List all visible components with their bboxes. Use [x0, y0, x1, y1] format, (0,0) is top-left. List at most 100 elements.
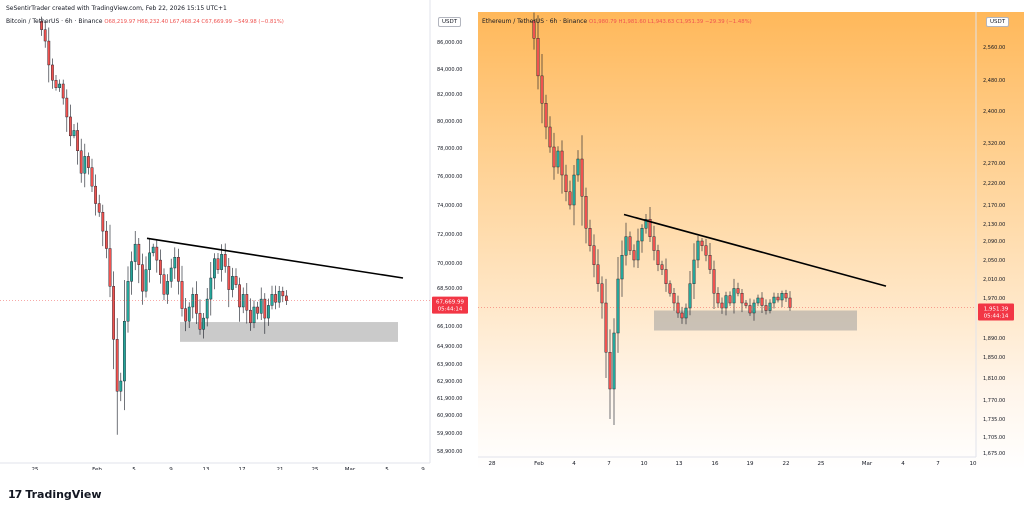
candle-body	[656, 250, 660, 265]
btc-chart-svg[interactable]: 86,000.00 84,000.00 82,000.00 80,000.00 78,0…	[0, 0, 478, 473]
candle-body	[764, 305, 768, 311]
candle-body	[588, 228, 592, 246]
candle-body	[652, 236, 656, 251]
candle-body	[90, 167, 94, 187]
candle-body	[43, 29, 47, 42]
price-tick-label: 86,000.00	[437, 40, 462, 46]
eth-chart-svg[interactable]: 2,560.00 2,480.00 2,400.00 2,320.00 2,270.00…	[478, 12, 1024, 470]
candle-body	[668, 283, 672, 294]
tradingview-brand[interactable]: 17 TradingView	[8, 488, 102, 501]
candle-body	[61, 83, 65, 99]
price-tick-label: 58,900.00	[437, 449, 462, 455]
price-tick-label: 2,270.00	[983, 161, 1005, 167]
candle-body	[660, 264, 664, 270]
candle-body	[748, 305, 752, 314]
time-tick-label: 22	[783, 461, 790, 467]
last-price-badge	[432, 296, 468, 314]
eth-close: C1,951.39	[676, 19, 704, 25]
btc-chart-panel[interactable]: 86,000.00 84,000.00 82,000.00 80,000.00 78,0…	[0, 0, 478, 473]
time-tick-label: 25	[32, 467, 39, 470]
candle-body	[122, 321, 126, 382]
time-tick-label: Mar	[345, 467, 356, 470]
candle-body	[83, 156, 87, 174]
candle-body	[205, 298, 209, 319]
candle-body	[552, 146, 556, 168]
candle-body	[664, 269, 668, 284]
time-tick-label: 7	[936, 461, 940, 467]
candle-body	[536, 38, 540, 77]
candle-body	[148, 252, 151, 270]
time-tick-label: 9	[421, 467, 425, 470]
btc-currency-label: USDT	[438, 17, 462, 27]
candle-body	[51, 64, 54, 81]
price-tick-label: 78,000.00	[437, 146, 462, 152]
price-tick-label: 76,000.00	[437, 174, 462, 180]
price-tick-label: 70,000.00	[437, 261, 462, 267]
candle-body	[115, 339, 119, 392]
time-tick-label: 5	[132, 467, 136, 470]
btc-close: C67,669.99	[201, 19, 233, 25]
candle-body	[126, 281, 130, 322]
price-tick-label: 1,890.00	[983, 336, 1005, 342]
candle-body	[768, 302, 772, 311]
btc-symbol-line: Bitcoin / TetherUS · 6h · Binance O68,21…	[6, 18, 284, 25]
last-price-badge	[978, 303, 1014, 321]
last-price-label: 1,951.39	[984, 307, 1009, 313]
candle-body	[166, 281, 169, 295]
tradingview-logo-icon: 17	[8, 488, 22, 501]
candle-body	[560, 150, 564, 176]
candle-body	[584, 195, 588, 229]
time-tick-label: 4	[901, 461, 905, 467]
candle-body	[788, 297, 792, 308]
candle-body	[220, 254, 223, 270]
candle-body	[169, 267, 173, 282]
price-tick-label: 2,480.00	[983, 78, 1005, 84]
time-tick-label: 13	[676, 461, 683, 467]
candle-body	[212, 258, 216, 279]
candle-body	[752, 302, 756, 314]
btc-symbol-label: Bitcoin / TetherUS · 6h · Binance	[6, 18, 103, 25]
time-tick-label: 7	[607, 461, 611, 467]
candle-body	[162, 274, 166, 295]
price-tick-label: 62,900.00	[437, 379, 462, 385]
candle-body	[636, 240, 640, 261]
candle-body	[740, 293, 744, 304]
candle-body	[708, 255, 712, 270]
candle-body	[576, 158, 580, 176]
candle-body	[564, 174, 568, 192]
price-tick-label: 2,130.00	[983, 222, 1005, 228]
candle-body	[119, 380, 123, 392]
last-price-label: 67,669.99	[436, 300, 464, 306]
candle-body	[784, 293, 788, 299]
time-tick-label: Mar	[862, 461, 873, 467]
price-tick-label: 2,400.00	[983, 109, 1005, 115]
candle-body	[234, 276, 238, 285]
candle-body	[568, 191, 572, 206]
price-tick-label: 80,000.00	[437, 119, 462, 125]
eth-symbol-line: Ethereum / TetherUS · 6h · Binance O1,98…	[482, 18, 752, 25]
candle-body	[79, 150, 83, 174]
candle-body	[76, 130, 80, 151]
time-tick-label: 17	[239, 467, 246, 470]
candle-body	[700, 240, 704, 246]
candle-body	[712, 269, 716, 294]
time-tick-label: 9	[169, 467, 173, 470]
candle-body	[238, 284, 241, 308]
price-tick-label: 64,900.00	[437, 344, 462, 350]
candle-body	[556, 150, 560, 168]
candle-body	[86, 156, 90, 168]
candle-body	[187, 306, 191, 322]
time-tick-label: 5	[385, 467, 389, 470]
candle-body	[58, 83, 62, 88]
price-tick-label: 1,850.00	[983, 355, 1005, 361]
candle-body	[616, 278, 620, 334]
price-tick-label: 2,090.00	[983, 239, 1005, 245]
eth-chart-panel[interactable]: 2,560.00 2,480.00 2,400.00 2,320.00 2,270.00…	[478, 12, 1024, 470]
btc-ohlc-values: O68,219.97 H68,232.40 L67,468.24 C67,669…	[104, 19, 283, 25]
eth-open: O1,980.79	[589, 19, 617, 25]
candle-body	[54, 80, 58, 88]
time-tick-label: 13	[203, 467, 210, 470]
price-tick-label: 63,900.00	[437, 362, 462, 368]
candle-body	[65, 97, 69, 118]
time-tick-label: 19	[747, 461, 754, 467]
